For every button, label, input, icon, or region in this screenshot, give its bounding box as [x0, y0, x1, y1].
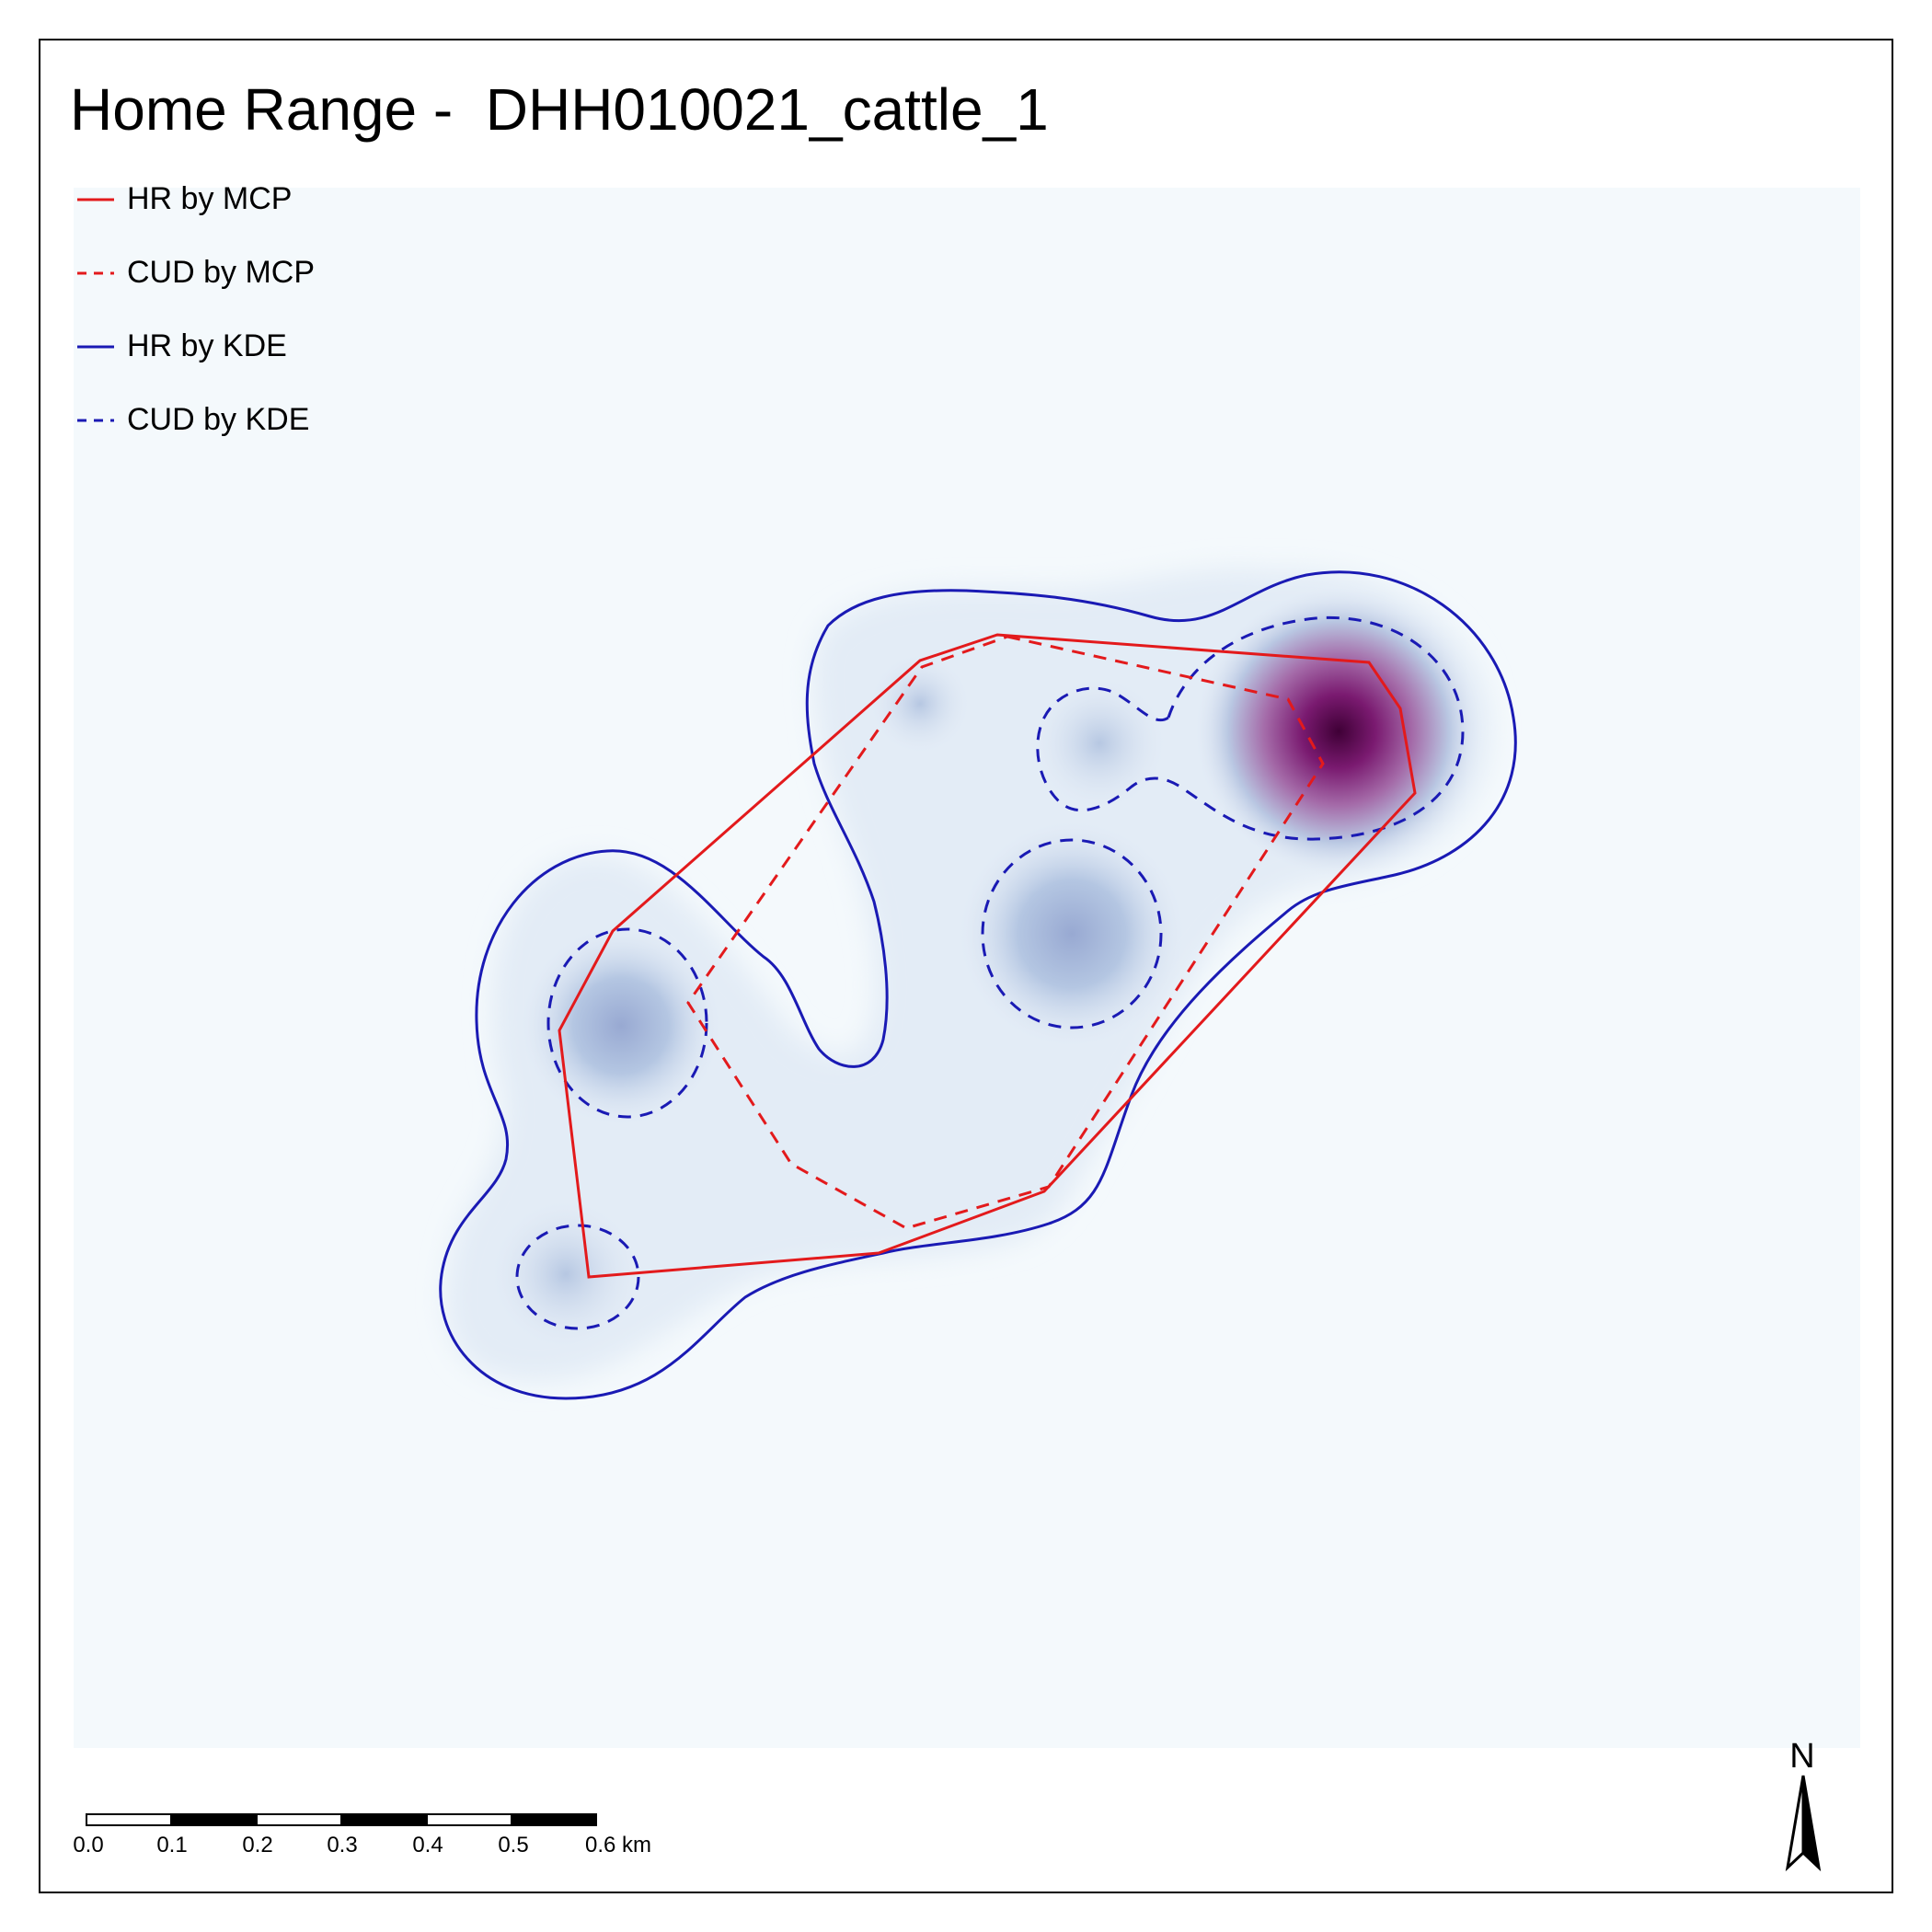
- legend-label: CUD by KDE: [127, 402, 310, 437]
- legend-label: HR by KDE: [127, 328, 287, 363]
- cud-kde-sw: [515, 1224, 640, 1330]
- scale-tick-6: 0.6 km: [584, 1833, 652, 1857]
- cud-kde-west: [546, 927, 708, 1119]
- scale-tick-4: 0.4: [412, 1833, 443, 1857]
- cud-kde-center: [981, 838, 1163, 1029]
- scale-bar: [86, 1813, 597, 1826]
- legend-swatch-cud-kde: [77, 419, 114, 422]
- north-arrow-icon: [1785, 1775, 1822, 1872]
- legend-swatch-hr-kde: [77, 345, 114, 349]
- density-peak-ne: [1191, 584, 1486, 879]
- density-hotspot-n: [865, 649, 975, 759]
- scale-tick-3: 0.3: [327, 1833, 358, 1857]
- hr-kde-outline: [439, 570, 1517, 1400]
- cud-kde-ne: [1036, 615, 1465, 841]
- hr-mcp-outline: [558, 633, 1417, 1279]
- scale-tick-1: 0.1: [156, 1833, 188, 1857]
- scale-tick-0: 0.0: [73, 1833, 104, 1857]
- scale-tick-5: 0.5: [498, 1833, 529, 1857]
- legend-label: HR by MCP: [127, 181, 293, 216]
- legend-swatch-cud-mcp: [77, 271, 114, 275]
- legend-label: CUD by MCP: [127, 255, 316, 290]
- map-title: Home Range - DHH010021_cattle_1: [70, 76, 1049, 143]
- cud-mcp-outline: [686, 635, 1325, 1230]
- density-hotspot-center: [952, 814, 1191, 1053]
- scale-tick-2: 0.2: [242, 1833, 273, 1857]
- density-hotspot-west: [515, 920, 727, 1132]
- legend-swatch-hr-mcp: [77, 198, 114, 201]
- density-hotspot-nc: [1026, 670, 1173, 817]
- north-label: N: [1789, 1737, 1815, 1776]
